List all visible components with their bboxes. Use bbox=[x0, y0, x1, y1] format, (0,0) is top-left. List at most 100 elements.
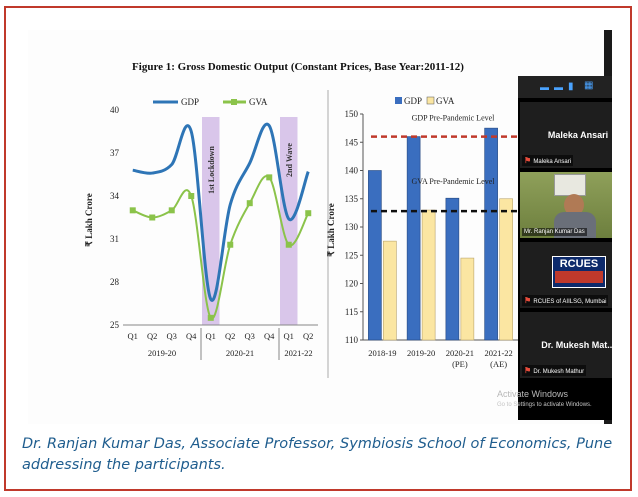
photo-caption: Dr. Ranjan Kumar Das, Associate Professo… bbox=[22, 436, 613, 473]
y-tick-label: 28 bbox=[110, 277, 120, 287]
gva-point bbox=[149, 214, 156, 221]
participant-label: ⚑ RCUES of AIILSG, Mumbai bbox=[522, 295, 609, 306]
gva-bar bbox=[499, 198, 513, 341]
muted-mic-icon: ⚑ bbox=[524, 366, 534, 375]
activate-windows-subtitle: Go to Settings to activate Windows. bbox=[497, 402, 592, 408]
y-tick-label: 25 bbox=[110, 320, 120, 330]
legend-gdp-label: GDP bbox=[404, 96, 422, 106]
participant-label: ⚑ Dr. Mukesh Mathur bbox=[522, 365, 587, 376]
shade-label: 2nd Wave bbox=[285, 143, 294, 177]
rcues-logo-stripe bbox=[555, 271, 603, 283]
x-tick-label: 2018-19 bbox=[368, 348, 396, 358]
y-tick-label: 130 bbox=[345, 222, 359, 232]
gva-bar bbox=[383, 240, 397, 341]
strip-view-icon[interactable]: ▮ bbox=[568, 81, 574, 92]
x-tick-label: Q4 bbox=[264, 331, 275, 341]
x-tick-label: Q1 bbox=[284, 331, 294, 341]
grid-view-icon[interactable]: ▦ bbox=[584, 80, 594, 91]
y-tick-label: 140 bbox=[345, 166, 359, 176]
gva-point bbox=[168, 207, 175, 214]
gva-point bbox=[266, 174, 273, 181]
gdp-bar bbox=[406, 136, 421, 341]
x-tick-label: 2020-21 bbox=[446, 348, 474, 358]
legend-gva-marker bbox=[231, 99, 237, 105]
x-tick-label: Q3 bbox=[245, 331, 255, 341]
rcues-logo-text: RCUES bbox=[559, 258, 599, 270]
y-tick-label: 125 bbox=[345, 250, 359, 260]
y-tick-label: 145 bbox=[345, 137, 359, 147]
x-sublabel: (AE) bbox=[490, 359, 507, 369]
x-tick-label: 2021-22 bbox=[484, 348, 512, 358]
x-tick-label: Q3 bbox=[167, 331, 177, 341]
gva-point bbox=[207, 314, 214, 321]
gva-point bbox=[188, 193, 195, 199]
video-person-head bbox=[564, 194, 584, 216]
y-tick-label: 34 bbox=[110, 191, 120, 201]
y-tick-label: 135 bbox=[345, 194, 359, 204]
shade-label: 1st Lockdown bbox=[207, 146, 216, 194]
annotation-label: GVA Pre-Pandemic Level bbox=[412, 177, 496, 186]
participant-name: Dr. Mukesh Mat... bbox=[541, 340, 612, 350]
gdp-gva-bar-chart: 150 145 140 135 130 125 120 115 110 ₹ Lakh Crore G… bbox=[326, 96, 518, 369]
muted-mic-icon: ⚑ bbox=[524, 296, 534, 305]
y-tick-label: 120 bbox=[345, 279, 359, 289]
participant-tile[interactable]: Dr. Mukesh Mat... ⚑ Dr. Mukesh Mathur bbox=[520, 312, 612, 378]
x-tick-label: Q2 bbox=[225, 331, 235, 341]
participant-name: Maleka Ansari bbox=[547, 130, 609, 140]
x-group-label: 2020-21 bbox=[226, 348, 254, 358]
y-axis-label: ₹ Lakh Crore bbox=[326, 203, 336, 256]
x-tick-label: Q2 bbox=[147, 331, 157, 341]
x-group-label: 2019-20 bbox=[148, 348, 176, 358]
x-tick-label: Q1 bbox=[128, 331, 138, 341]
participant-tile-rcues[interactable]: RCUES ⚑ RCUES of AIILSG, Mumbai bbox=[520, 242, 612, 308]
y-tick-label: 115 bbox=[345, 307, 359, 317]
screenshot-area: Figure 1: Gross Domestic Output (Constan… bbox=[28, 30, 612, 424]
participants-panel: ▬ ▬ ▮ ▦ Maleka Ansari ⚑ Maleka Ansari Mr… bbox=[518, 76, 612, 420]
x-sublabel: (PE) bbox=[452, 359, 468, 369]
x-tick-label: Q4 bbox=[186, 331, 197, 341]
gva-point bbox=[227, 241, 234, 248]
gva-bar bbox=[460, 257, 475, 341]
gdp-bar bbox=[445, 197, 460, 341]
gva-point bbox=[285, 241, 292, 248]
gdp-bar bbox=[484, 127, 498, 341]
gva-point bbox=[246, 200, 253, 207]
participant-tile[interactable]: Maleka Ansari ⚑ Maleka Ansari bbox=[520, 102, 612, 168]
annotation-label: GDP Pre-Pandemic Level bbox=[412, 114, 496, 123]
restore-icon[interactable]: ▬ bbox=[554, 82, 563, 92]
rcues-logo: RCUES bbox=[552, 256, 606, 288]
gva-line bbox=[132, 175, 310, 320]
slide-background bbox=[28, 30, 612, 424]
gdp-bar bbox=[368, 170, 382, 341]
muted-mic-icon: ⚑ bbox=[524, 156, 534, 165]
participant-label: Mr. Ranjan Kumar Das bbox=[522, 228, 587, 236]
legend-gva-label: GVA bbox=[249, 97, 268, 107]
x-tick-label: Q1 bbox=[206, 331, 216, 341]
x-group-label: 2021-22 bbox=[284, 348, 312, 358]
legend-gdp-label: GDP bbox=[181, 97, 199, 107]
legend-gdp-swatch bbox=[395, 97, 402, 104]
shade-band bbox=[280, 117, 298, 325]
y-tick-label: 40 bbox=[110, 105, 120, 115]
participant-label: ⚑ Maleka Ansari bbox=[522, 155, 574, 166]
figure-title: Figure 1: Gross Domestic Output (Constan… bbox=[132, 61, 464, 73]
gva-bar bbox=[421, 209, 436, 341]
minimize-icon[interactable]: ▬ bbox=[540, 82, 549, 92]
gva-point bbox=[305, 210, 312, 217]
x-tick-label: Q2 bbox=[303, 331, 313, 341]
caption-frame bbox=[4, 6, 632, 491]
y-axis-label: ₹ Lakh Crore bbox=[84, 193, 94, 246]
legend-gva-label: GVA bbox=[436, 96, 455, 106]
participant-tile-video[interactable]: Mr. Ranjan Kumar Das bbox=[520, 172, 612, 238]
gdp-gva-line-chart: 1st Lockdown 2nd Wave 40 37 34 31 28 25 ₹ Lakh C… bbox=[84, 97, 318, 360]
y-tick-label: 37 bbox=[110, 148, 120, 158]
activate-windows-title: Activate Windows bbox=[497, 389, 569, 399]
video-window-panel bbox=[554, 174, 586, 196]
legend-gva-swatch bbox=[426, 96, 435, 105]
y-tick-label: 31 bbox=[110, 234, 119, 244]
y-tick-label: 110 bbox=[345, 335, 359, 345]
gva-point bbox=[129, 207, 136, 214]
x-tick-label: 2019-20 bbox=[407, 348, 435, 358]
slide-figure: Figure 1: Gross Domestic Output (Constan… bbox=[28, 30, 612, 424]
y-tick-label: 150 bbox=[345, 109, 359, 119]
